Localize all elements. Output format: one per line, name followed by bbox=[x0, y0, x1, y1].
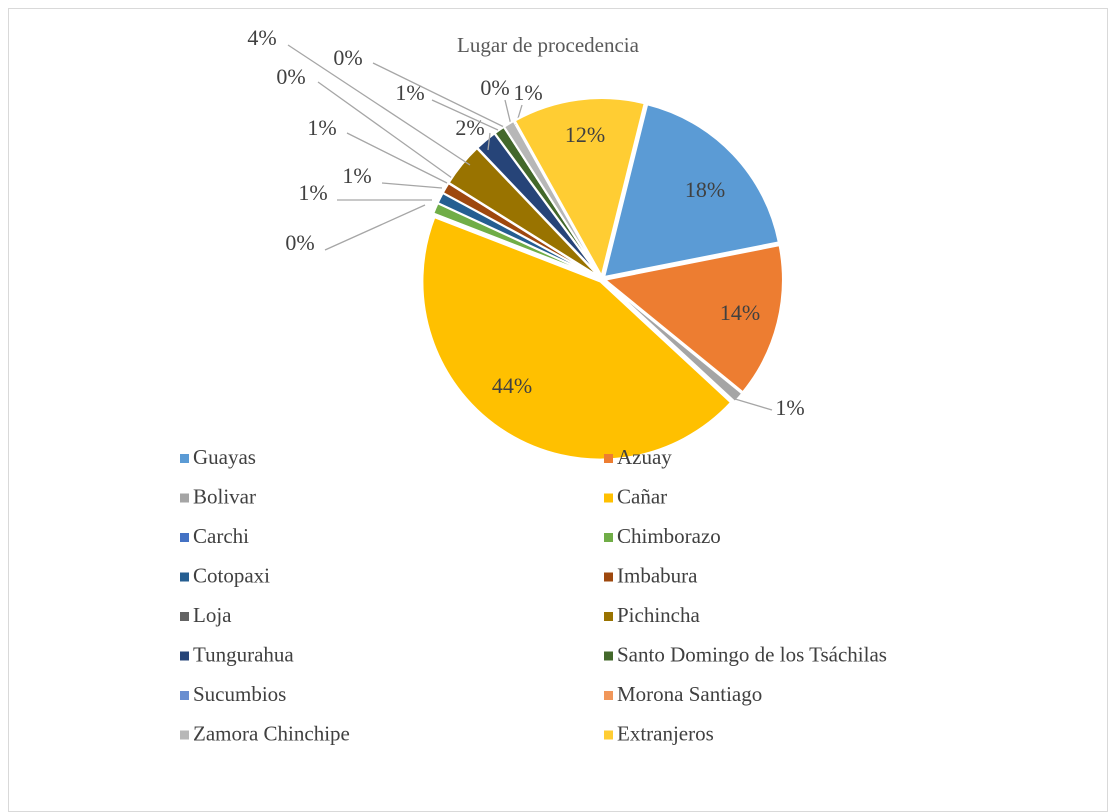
legend-label: Pichincha bbox=[617, 603, 700, 627]
legend-label: Guayas bbox=[193, 445, 256, 469]
legend-swatch bbox=[604, 730, 613, 740]
data-label: 1% bbox=[307, 115, 336, 140]
legend-label: Zamora Chinchipe bbox=[193, 721, 350, 745]
data-label: 1% bbox=[298, 180, 327, 205]
legend-swatch bbox=[180, 691, 189, 700]
data-label: 18% bbox=[685, 177, 725, 202]
data-label: 2% bbox=[455, 115, 484, 140]
legend-label: Carchi bbox=[193, 524, 249, 548]
legend-label: Morona Santiago bbox=[617, 682, 762, 706]
legend-swatch bbox=[604, 572, 613, 582]
pie-slice bbox=[602, 103, 780, 279]
leader-line bbox=[431, 99, 499, 131]
data-label: 0% bbox=[276, 64, 305, 89]
pie-slice bbox=[502, 119, 602, 277]
legend-swatch bbox=[180, 730, 189, 740]
legend-label: Extranjeros bbox=[617, 721, 714, 745]
chart-title: Lugar de procedencia bbox=[457, 33, 640, 57]
legend-label: Bolivar bbox=[193, 484, 256, 508]
data-label: 12% bbox=[565, 122, 605, 147]
legend-label: Cañar bbox=[617, 484, 667, 508]
leader-line bbox=[287, 44, 471, 166]
leader-line bbox=[504, 99, 512, 126]
leader-line bbox=[317, 81, 453, 179]
data-label: 14% bbox=[720, 300, 760, 325]
data-label: 1% bbox=[342, 163, 371, 188]
data-label: 1% bbox=[513, 80, 542, 105]
legend-label: Loja bbox=[193, 603, 232, 627]
legend-swatch bbox=[180, 493, 189, 503]
legend-swatch bbox=[604, 651, 613, 661]
pie-slice bbox=[603, 280, 744, 404]
legend-label: Tungurahua bbox=[193, 642, 294, 666]
legend-label: Santo Domingo de los Tsáchilas bbox=[617, 642, 887, 666]
legend-swatch bbox=[604, 691, 613, 700]
data-label: 0% bbox=[333, 45, 362, 70]
data-label: 1% bbox=[395, 80, 424, 105]
legend-swatch bbox=[180, 533, 189, 542]
data-label: 4% bbox=[247, 25, 276, 50]
leader-line bbox=[487, 132, 491, 151]
leader-line bbox=[734, 398, 773, 411]
pie-slice bbox=[421, 215, 733, 461]
leader-line bbox=[372, 62, 507, 129]
pie-slice bbox=[513, 97, 646, 279]
pie-slice bbox=[602, 243, 784, 394]
data-label: 1% bbox=[775, 395, 804, 420]
legend-label: Cotopaxi bbox=[193, 563, 270, 587]
legend-swatch bbox=[604, 454, 613, 463]
legend-label: Imbabura bbox=[617, 563, 698, 587]
legend-label: Azuay bbox=[617, 445, 672, 469]
legend-swatch bbox=[604, 533, 613, 542]
legend-swatch bbox=[604, 612, 613, 621]
leader-line bbox=[381, 182, 443, 189]
legend-label: Chimborazo bbox=[617, 524, 721, 548]
legend-swatch bbox=[180, 651, 189, 661]
legend-label: Sucumbios bbox=[193, 682, 286, 706]
legend-swatch bbox=[604, 493, 613, 503]
data-label: 0% bbox=[285, 230, 314, 255]
legend-swatch bbox=[180, 612, 189, 621]
leader-line bbox=[324, 204, 426, 251]
leader-line bbox=[346, 132, 448, 184]
legend-swatch bbox=[180, 454, 189, 463]
data-label: 44% bbox=[492, 373, 532, 398]
legend-swatch bbox=[180, 572, 189, 582]
data-label: 0% bbox=[480, 75, 509, 100]
